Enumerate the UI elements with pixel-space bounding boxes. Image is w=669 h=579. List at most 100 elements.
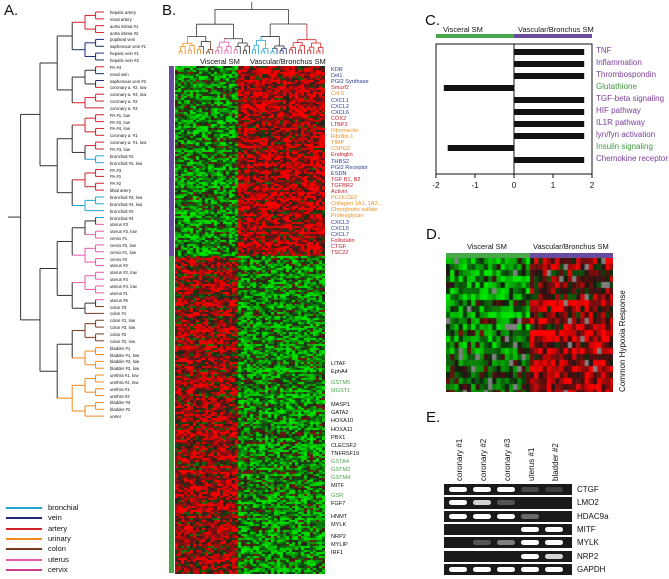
gel-gene-label: NRP2 [577,551,599,561]
legend-swatch [6,568,42,571]
sample-label: cervix #1 [110,236,128,242]
gene-label: PCOLCE2 [331,195,358,202]
gel-band [497,487,515,492]
x-tick-label: -2 [432,181,440,190]
gel-band [545,566,563,572]
sample-label: PA #2 [110,181,122,187]
gene-label: FGF7 [331,501,346,507]
gene-label: GSTM5 [331,380,351,386]
gene-label: HNMT [331,514,348,520]
x-tick-label: 1 [551,181,556,190]
legend-item-bronchial: bronchial [6,503,136,513]
sample-label: bladder #2 [110,407,131,413]
upregulated-group-bar [169,66,174,256]
gel-band [521,540,539,546]
panel-d-header-visceral: Visceral SM [467,242,507,251]
legend-item-artery: artery [6,524,136,534]
sample-label: hepatic vein #2 [110,57,139,63]
sample-dendrogram [8,11,104,417]
gene-label: Fibronectin [331,128,359,134]
gene-label: THBS2 [331,158,350,165]
x-tick-label: -1 [471,181,479,190]
heatmap-header-vascular: Vascular/Bronchus SM [250,57,326,66]
gene-label: CXCL1 [331,97,350,104]
rtpcr-gel [444,484,572,579]
pathway-bar [514,97,585,103]
gel-row [444,510,572,522]
sample-label: coronary a. #1, low [110,140,147,146]
gel-lane-label: coronary #1 [455,438,464,481]
legend-swatch [6,517,42,520]
gel-band [449,566,467,572]
pathway-bar [447,145,514,151]
sample-label: bladder #1, low [110,352,140,358]
pathway-label: Glutathione [596,82,637,91]
gel-band [497,540,515,546]
gel-row [444,563,572,576]
hypoxia-side-label: Common Hypoxia Response [618,290,627,392]
gel-band [521,487,539,492]
sample-label: PA #3, low [110,147,130,152]
pathway-label: Inflammation [596,58,642,67]
panel-e-label: E. [426,409,441,426]
gene-label: Endoglin [331,152,353,159]
legend-label: cervix [48,564,68,574]
gene-label: Chondroitin sulfate [331,207,378,214]
gene-label: Collagen 1A1, 1A2.. [331,201,381,208]
gene-label: IRF1 [331,550,344,556]
legend-item-cervix: cervix [6,565,136,575]
pathway-bar-chart: -2 -1 0 1 2 [432,34,595,190]
sample-label: colon #1, low [110,318,136,324]
pathway-bar [514,49,585,55]
gel-band [521,566,539,572]
gel-gene-label: LMO2 [577,498,599,508]
gel-gene-labels: CTGF LMO2 HDAC9a MITF MYLK NRP2 GAPDH [575,484,635,579]
sample-label: PA #3 [110,167,122,173]
sample-label: coronary a. #1 [110,133,138,139]
header-bar-vascular [514,34,592,38]
gel-band [545,553,563,559]
sample-label: uterus #4 [110,277,128,283]
sample-label: uterus #4, low [110,284,137,289]
sample-label: PA #1, low [110,112,130,118]
gel-gene-label: HDAC9a [577,511,609,521]
legend-swatch [6,558,42,561]
sample-label: hepatic artery [110,10,137,15]
legend-label: artery [48,523,68,533]
gene-label: CLECSF2 [331,443,357,449]
gel-band [473,566,491,572]
sample-label: PA #4 [110,64,122,70]
gel-gene-label: MYLK [577,538,599,548]
sample-label: colon #1 [110,311,127,317]
panel-b-label: B. [162,2,177,19]
gene-label: TSC22 [331,250,349,256]
gene-label: CXCL2 [331,103,350,110]
legend-label: urinary [48,533,71,543]
sample-label: uterus #5 [110,297,128,303]
sample-label: bladder #2, low [110,359,140,365]
gene-label: ESDN [331,170,347,177]
legend-item-urinary: urinary [6,534,136,544]
gene-labels: KDR Del1 PGI2 Synthase Smurf2 Col 5 CXCL1 CXCL… [331,0,421,579]
legend-swatch [6,507,42,509]
legend-item-uterus: uterus [6,555,136,565]
gene-label: Proteoglycan [331,213,364,220]
sample-label: colon #2, low [110,338,136,344]
sample-label: PA #4, low [110,126,130,132]
panel-d-header-vascular: Vascular/Bronchus SM [533,242,609,251]
gene-label: Follistatin [331,237,355,244]
sample-label: renal vein [110,71,129,77]
header-bar-visceral [436,34,514,38]
gel-lane-label: uterus #1 [527,447,536,481]
gel-band [473,487,491,492]
legend-label: vein [48,513,62,523]
sample-label: coronary a. #2 [110,99,138,105]
gel-band [545,487,563,492]
gene-label: EphA4 [331,369,348,375]
pathway-bar [514,61,585,67]
gene-label: PBX1 [331,435,346,441]
gene-label: Activin [331,189,348,195]
x-tick-label: 2 [590,181,595,190]
gel-gene-label: CTGF [577,485,599,494]
